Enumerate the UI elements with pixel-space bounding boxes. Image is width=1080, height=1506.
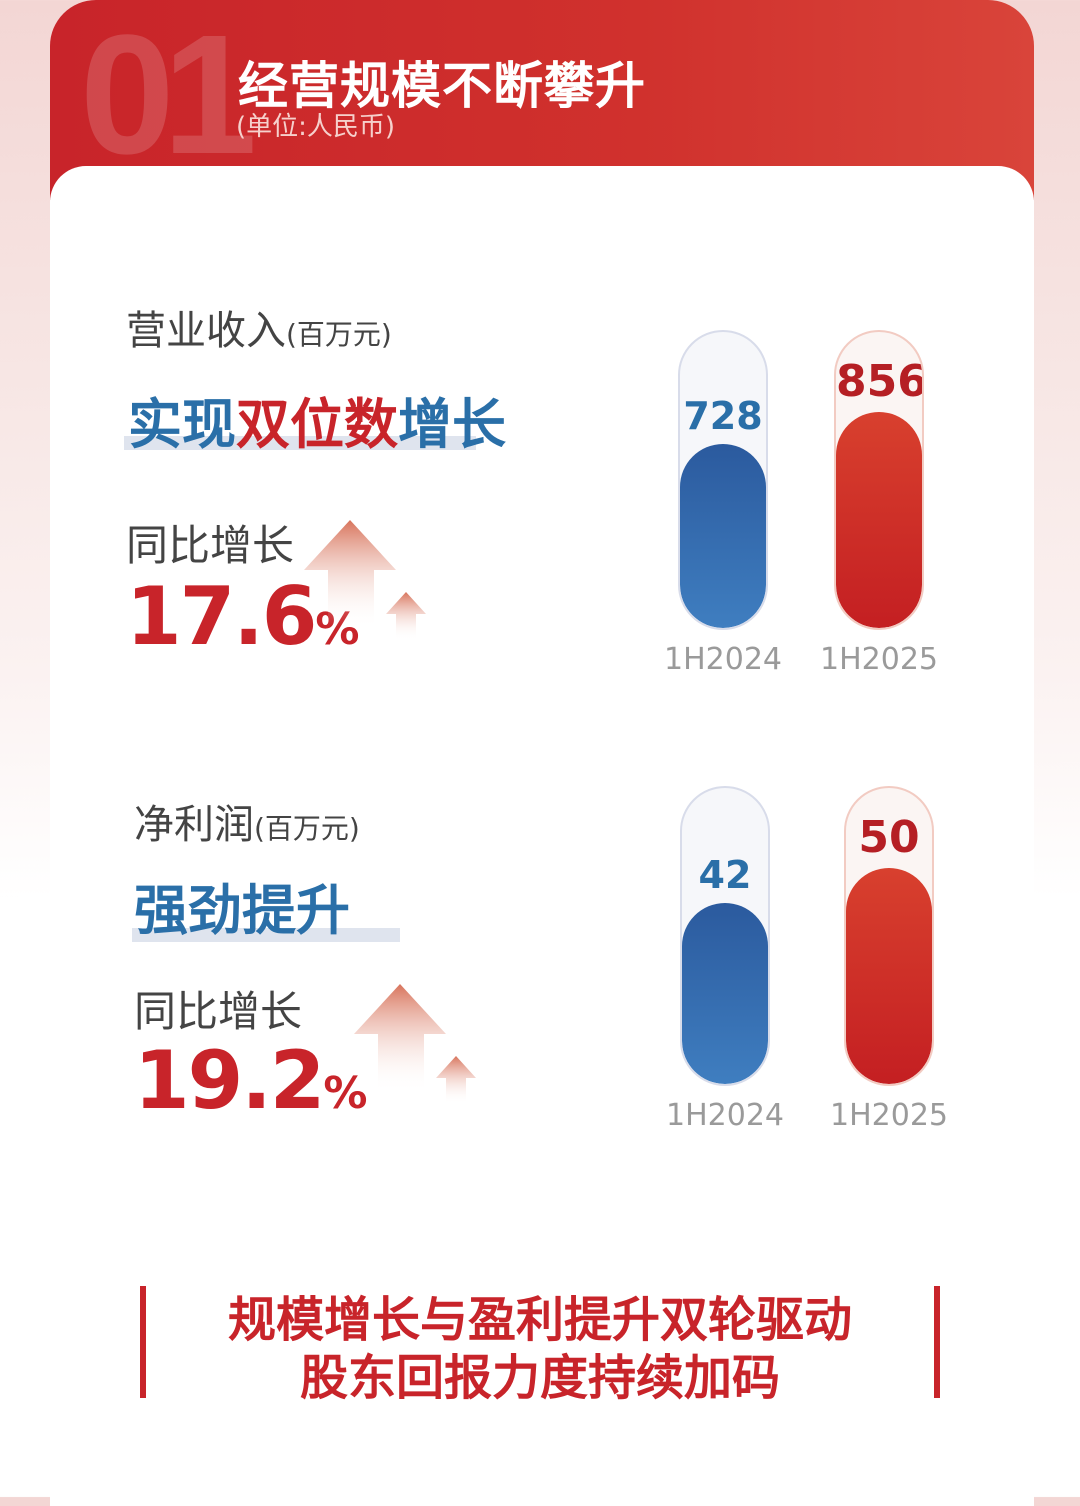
section-number: 01 bbox=[80, 0, 257, 190]
category-label: 1H2025 bbox=[820, 642, 938, 677]
revenue-yoy-value: 17.6% bbox=[126, 570, 359, 663]
headline-segment: 强劲提升 bbox=[134, 879, 350, 942]
capsule-bar-1H2025: 50 bbox=[844, 786, 934, 1086]
up-arrows-icon bbox=[354, 984, 476, 1104]
bar-fill bbox=[682, 902, 768, 1084]
net-profit-headline: 强劲提升 bbox=[134, 866, 350, 945]
bar-value-label: 728 bbox=[683, 394, 763, 439]
category-label: 1H2024 bbox=[664, 642, 782, 677]
capsule-bar-1H2024: 728 bbox=[678, 330, 768, 630]
headline-segment: 实现 bbox=[128, 393, 236, 456]
net-profit-yoy-number: 19.2 bbox=[134, 1034, 325, 1127]
headline-segment: 双位数 bbox=[236, 393, 398, 456]
slogan-left-bar bbox=[140, 1286, 146, 1398]
revenue-label-unit: (百万元) bbox=[286, 318, 392, 351]
revenue-yoy-number: 17.6 bbox=[126, 570, 317, 663]
net-profit-yoy-value: 19.2% bbox=[134, 1034, 367, 1127]
slogan-line-1: 规模增长与盈利提升双轮驱动 bbox=[227, 1292, 852, 1348]
bar-value-label: 50 bbox=[858, 812, 920, 863]
slogan-line-2: 股东回报力度持续加码 bbox=[299, 1350, 780, 1406]
bar-value-label: 856 bbox=[836, 356, 924, 407]
bar-fill bbox=[836, 412, 922, 628]
net-profit-label: 净利润(百万元) bbox=[134, 792, 360, 850]
capsule-bar-1H2024: 42 bbox=[680, 786, 770, 1086]
category-label: 1H2025 bbox=[830, 1098, 948, 1133]
headline-segment: 增长 bbox=[398, 393, 506, 456]
revenue-label-text: 营业收入 bbox=[126, 308, 286, 354]
net-profit-yoy-label: 同比增长 bbox=[134, 987, 303, 1036]
net-profit-yoy-unit: % bbox=[323, 1068, 367, 1119]
revenue-label: 营业收入(百万元) bbox=[126, 298, 392, 356]
revenue-headline: 实现双位数增长 bbox=[128, 380, 506, 459]
section-unit: (单位:人民币) bbox=[236, 112, 396, 142]
up-arrows-icon bbox=[304, 520, 426, 640]
slogan-right-bar bbox=[934, 1286, 940, 1398]
revenue-yoy-label: 同比增长 bbox=[126, 521, 295, 570]
headline-highlight bbox=[132, 928, 400, 942]
net-profit-label-text: 净利润 bbox=[134, 802, 254, 848]
bar-fill bbox=[846, 868, 932, 1084]
capsule-bar-1H2025: 856 bbox=[834, 330, 924, 630]
section-title: 经营规模不断攀升 bbox=[238, 57, 646, 115]
bar-fill bbox=[680, 444, 766, 628]
headline-highlight bbox=[124, 436, 476, 450]
net-profit-label-unit: (百万元) bbox=[254, 812, 360, 845]
bar-value-label: 42 bbox=[698, 852, 752, 897]
category-label: 1H2024 bbox=[666, 1098, 784, 1133]
